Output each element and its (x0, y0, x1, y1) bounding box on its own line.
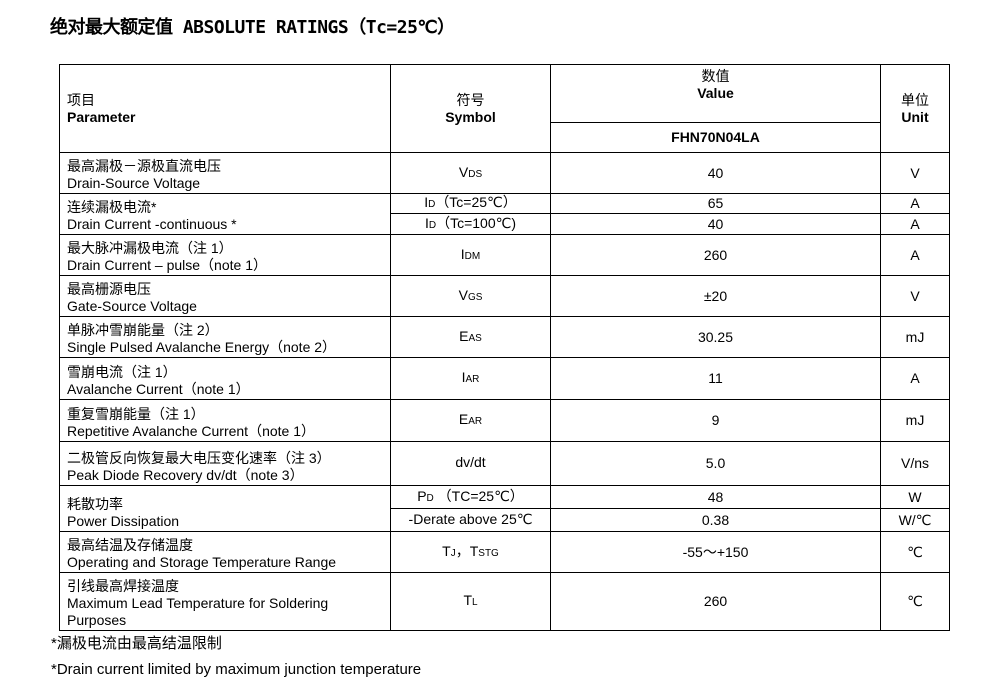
parameter-cell: 重复雪崩能量（注 1） Repetitive Avalanche Current（… (59, 399, 391, 442)
parameter-en: Drain-Source Voltage (67, 175, 201, 191)
parameter-cn: 最高结温及存储温度 (67, 537, 193, 553)
parameter-cn: 连续漏极电流* (67, 199, 157, 215)
table-row: 耗散功率 Power Dissipation PD （TC=25℃） 48 W (59, 485, 950, 532)
symbol-cell: -Derate above 25℃ (390, 508, 551, 532)
table-row: 引线最高焊接温度 Maximum Lead Temperature for Sol… (59, 572, 950, 631)
unit-cell: A (880, 357, 950, 400)
unit-cell: A (880, 213, 950, 235)
parameter-cell: 最高漏极－源极直流电压 Drain-Source Voltage (59, 152, 391, 194)
table-row: 最大脉冲漏极电流（注 1） Drain Current – pulse（note … (59, 234, 950, 276)
value-cell: ±20 (550, 275, 881, 317)
parameter-cn: 最高漏极－源极直流电压 (67, 158, 221, 174)
parameter-en: Drain Current -continuous * (67, 216, 237, 232)
symbol-cell: dv/dt (390, 441, 551, 486)
parameter-en: Operating and Storage Temperature Range (67, 554, 337, 570)
header-value: 数值 Value (550, 64, 881, 123)
value-cell: 40 (550, 152, 881, 194)
parameter-cell: 最高栅源电压 Gate-Source Voltage (59, 275, 391, 317)
parameter-cell: 最大脉冲漏极电流（注 1） Drain Current – pulse（note … (59, 234, 391, 276)
unit-cell: A (880, 193, 950, 214)
symbol-cell: EAR (390, 399, 551, 442)
parameter-en: Gate-Source Voltage (67, 298, 197, 314)
unit-cell: W/℃ (880, 508, 950, 532)
parameter-cn: 最高栅源电压 (67, 281, 151, 297)
value-cell: 65 (550, 193, 881, 214)
table-row: 重复雪崩能量（注 1） Repetitive Avalanche Current（… (59, 399, 950, 442)
table-row: 最高结温及存储温度 Operating and Storage Temperatu… (59, 531, 950, 573)
ratings-table: 项目 Parameter 符号 Symbol 数值 Value 单位 Unit FHN7… (59, 64, 950, 631)
header-part-number: FHN70N04LA (550, 122, 881, 153)
value-cell: 48 (550, 485, 881, 509)
parameter-en: Drain Current – pulse（note 1） (67, 257, 267, 273)
parameter-en: Single Pulsed Avalanche Energy（note 2） (67, 339, 337, 355)
parameter-cell: 引线最高焊接温度 Maximum Lead Temperature for Sol… (59, 572, 391, 631)
value-cell: 260 (550, 234, 881, 276)
unit-cell: W (880, 485, 950, 509)
table-row: 最高漏极－源极直流电压 Drain-Source Voltage VDS 40 V (59, 152, 950, 194)
page-title: 绝对最大额定值 ABSOLUTE RATINGS（Tc=25℃） (50, 17, 455, 38)
symbol-cell: EAS (390, 316, 551, 358)
unit-cell: A (880, 234, 950, 276)
parameter-en: Maximum Lead Temperature for Soldering P… (67, 595, 329, 628)
parameter-cn: 重复雪崩能量（注 1） (67, 406, 205, 422)
header-parameter: 项目 Parameter (59, 64, 391, 153)
unit-cell: V/ns (880, 441, 950, 486)
parameter-en: Power Dissipation (67, 513, 180, 529)
parameter-cn: 单脉冲雪崩能量（注 2） (67, 322, 219, 338)
header-symbol: 符号 Symbol (390, 64, 551, 153)
header-unit: 单位 Unit (880, 64, 950, 153)
value-cell: 11 (550, 357, 881, 400)
parameter-cell: 单脉冲雪崩能量（注 2） Single Pulsed Avalanche Ener… (59, 316, 391, 358)
symbol-cell: VDS (390, 152, 551, 194)
parameter-cn: 最大脉冲漏极电流（注 1） (67, 240, 233, 256)
parameter-en: Peak Diode Recovery dv/dt（note 3） (67, 467, 304, 483)
table-row: 二极管反向恢复最大电压变化速率（注 3） Peak Diode Recovery… (59, 441, 950, 486)
table-row: -Derate above 25℃ 0.38 W/℃ (60, 508, 950, 532)
parameter-cell: 雪崩电流（注 1） Avalanche Current（note 1） (59, 357, 391, 400)
unit-cell: mJ (880, 399, 950, 442)
unit-cell: V (880, 152, 950, 194)
parameter-cn: 雪崩电流（注 1） (67, 364, 177, 380)
table-row: 单脉冲雪崩能量（注 2） Single Pulsed Avalanche Ener… (59, 316, 950, 358)
value-cell: 30.25 (550, 316, 881, 358)
unit-cell: ℃ (880, 531, 950, 573)
table-row: 雪崩电流（注 1） Avalanche Current（note 1） IAR 11 A (59, 357, 950, 400)
value-cell: 0.38 (550, 508, 881, 532)
unit-cell: ℃ (880, 572, 950, 631)
table-row: ID（Tc=100℃) 40 A (60, 213, 950, 235)
footnote-en: *Drain current limited by maximum juncti… (51, 661, 422, 678)
parameter-cell: 最高结温及存储温度 Operating and Storage Temperatu… (59, 531, 391, 573)
symbol-cell: TL (390, 572, 551, 631)
symbol-cell: IAR (390, 357, 551, 400)
parameter-cell: 连续漏极电流* Drain Current -continuous * (59, 193, 391, 235)
value-cell: 9 (550, 399, 881, 442)
value-cell: 40 (550, 213, 881, 235)
unit-cell: V (880, 275, 950, 317)
value-cell: -55～+150 (550, 531, 881, 573)
symbol-cell: ID（Tc=100℃) (390, 213, 551, 235)
table-row: 最高栅源电压 Gate-Source Voltage VGS ±20 V (59, 275, 950, 317)
table-row: 连续漏极电流* Drain Current -continuous * ID（Tc=… (59, 193, 950, 235)
value-cell: 5.0 (550, 441, 881, 486)
footnote-cn: *漏极电流由最高结温限制 (51, 635, 222, 652)
symbol-cell: TJ，TSTG (390, 531, 551, 573)
parameter-cell: 耗散功率 Power Dissipation (59, 485, 391, 532)
parameter-cn: 耗散功率 (67, 496, 123, 512)
symbol-cell: PD （TC=25℃） (390, 485, 551, 509)
parameter-en: Repetitive Avalanche Current（note 1） (67, 423, 315, 439)
value-cell: 260 (550, 572, 881, 631)
parameter-cn: 二极管反向恢复最大电压变化速率（注 3） (67, 450, 331, 466)
symbol-cell: IDM (390, 234, 551, 276)
parameter-cell: 二极管反向恢复最大电压变化速率（注 3） Peak Diode Recovery… (59, 441, 391, 486)
unit-cell: mJ (880, 316, 950, 358)
parameter-en: Avalanche Current（note 1） (67, 381, 250, 397)
parameter-cn: 引线最高焊接温度 (67, 578, 179, 594)
symbol-cell: ID（Tc=25℃） (390, 193, 551, 214)
symbol-cell: VGS (390, 275, 551, 317)
